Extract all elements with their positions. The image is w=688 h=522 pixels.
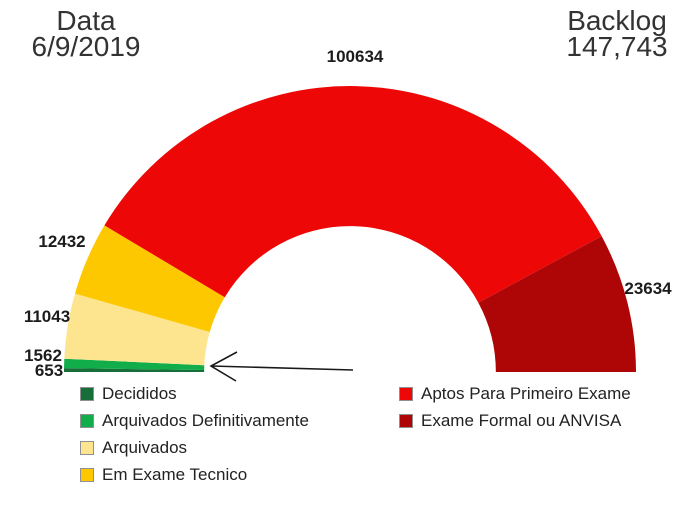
value-label-arquivados-definitivamente: 1562 xyxy=(24,346,62,365)
legend-label-decididos: Decididos xyxy=(102,383,177,403)
pie-slice-aptos-para-primeiro-exame xyxy=(104,86,602,303)
pie-slice-arquivados-definitivamente xyxy=(64,358,205,370)
legend-label-arquivados-definitivamente: Arquivados Definitivamente xyxy=(102,410,309,430)
legend-swatch-exame-formal-ou-anvisa xyxy=(399,413,413,428)
legend-label-arquivados: Arquivados xyxy=(102,437,188,457)
pie-slice-arquivados xyxy=(64,293,210,366)
legend-label-exame-formal-ou-anvisa: Exame Formal ou ANVISA xyxy=(421,410,622,430)
date-label: Data xyxy=(56,5,116,36)
pie-slice-decididos xyxy=(64,368,205,372)
legend-left-column: Decididos Arquivados Definitivamente Arq… xyxy=(80,384,309,484)
legend-swatch-arquivados-definitivamente xyxy=(80,413,94,428)
backlog-value: 147,743 xyxy=(566,31,668,62)
backlog-block: Backlog 147,743 xyxy=(550,5,684,62)
value-label-decididos: 653 xyxy=(34,361,64,380)
backlog-label: Backlog xyxy=(567,5,667,36)
date-value: 6/9/2019 xyxy=(31,31,141,62)
legend-item-em-exame-tecnico: Em Exame Tecnico xyxy=(80,465,309,484)
annotation-arrow xyxy=(209,351,354,382)
legend-swatch-em-exame-tecnico xyxy=(80,467,94,482)
legend-label-aptos-para-primeiro-exame: Aptos Para Primeiro Exame xyxy=(421,383,631,403)
pie-slice-em-exame-tecnico xyxy=(74,225,225,333)
legend-swatch-arquivados xyxy=(80,440,94,455)
value-label-arquivados: 11043 xyxy=(23,307,71,326)
legend-label-em-exame-tecnico: Em Exame Tecnico xyxy=(102,464,248,484)
value-label-aptos-para-primeiro-exame: 100634 xyxy=(326,47,384,66)
legend-item-arquivados-definitivamente: Arquivados Definitivamente xyxy=(80,411,309,430)
legend-item-arquivados: Arquivados xyxy=(80,438,309,457)
value-label-em-exame-tecnico: 12432 xyxy=(38,232,86,251)
value-label-exame-formal-ou-anvisa: 23634 xyxy=(624,279,672,298)
legend-item-decididos: Decididos xyxy=(80,384,309,403)
legend-swatch-decididos xyxy=(80,386,94,401)
date-block: Data 6/9/2019 xyxy=(5,5,167,62)
legend-item-exame-formal-ou-anvisa: Exame Formal ou ANVISA xyxy=(399,411,631,430)
legend-right-column: Aptos Para Primeiro Exame Exame Formal o… xyxy=(399,384,631,430)
legend-swatch-aptos-para-primeiro-exame xyxy=(399,386,413,401)
legend-item-aptos-para-primeiro-exame: Aptos Para Primeiro Exame xyxy=(399,384,631,403)
pie-slice-exame-formal-ou-anvisa xyxy=(478,236,636,372)
